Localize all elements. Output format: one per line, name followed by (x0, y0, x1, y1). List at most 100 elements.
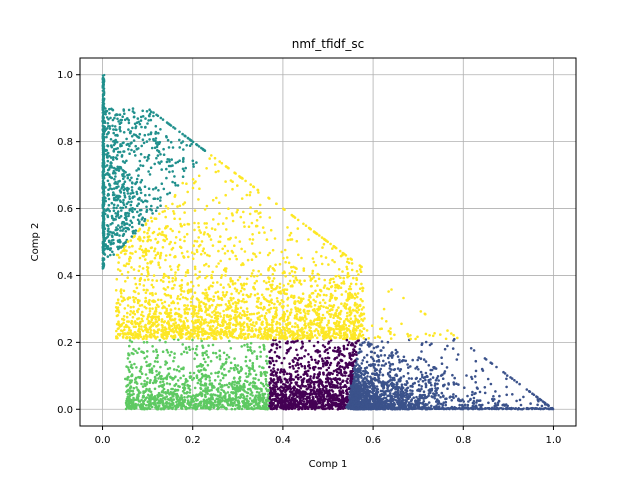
scatter-point (199, 337, 203, 341)
scatter-point (411, 358, 415, 362)
scatter-point (231, 404, 235, 408)
scatter-point (417, 368, 420, 371)
scatter-point (384, 362, 388, 366)
scatter-point (260, 293, 264, 297)
scatter-point (259, 371, 263, 374)
scatter-point (170, 248, 174, 251)
scatter-point (245, 193, 249, 197)
scatter-point (244, 355, 248, 359)
scatter-point (170, 334, 173, 338)
scatter-point (189, 300, 193, 304)
scatter-point (327, 321, 330, 325)
scatter-point (171, 146, 175, 149)
scatter-point (242, 210, 245, 214)
scatter-point (324, 380, 328, 384)
scatter-point (255, 219, 259, 222)
scatter-point (168, 354, 172, 357)
scatter-point (184, 296, 187, 300)
scatter-point (145, 265, 149, 269)
scatter-point (231, 282, 235, 285)
scatter-point (147, 302, 150, 305)
scatter-point (119, 229, 122, 232)
scatter-point (159, 196, 162, 199)
scatter-point (292, 279, 296, 283)
scatter-point (139, 245, 143, 248)
scatter-point (207, 355, 210, 359)
scatter-point (378, 380, 382, 384)
scatter-point (296, 361, 299, 365)
scatter-point (216, 390, 220, 393)
scatter-point (288, 279, 292, 283)
scatter-point (160, 320, 164, 323)
scatter-point (195, 376, 199, 380)
scatter-point (288, 234, 292, 237)
scatter-point (389, 327, 392, 330)
scatter-point (204, 303, 208, 306)
scatter-point (321, 384, 325, 388)
scatter-point (167, 293, 170, 297)
scatter-point (228, 285, 232, 289)
scatter-point (174, 321, 177, 325)
scatter-point (265, 402, 268, 406)
scatter-point (147, 170, 150, 173)
scatter-point (165, 309, 168, 313)
scatter-point (545, 403, 549, 406)
scatter-point (130, 221, 134, 224)
scatter-point (262, 305, 266, 309)
scatter-point (183, 382, 186, 386)
scatter-point (202, 301, 205, 305)
scatter-point (296, 373, 300, 377)
scatter-point (325, 323, 329, 327)
scatter-point (309, 391, 313, 395)
scatter-point (122, 203, 126, 206)
scatter-point (296, 370, 299, 373)
scatter-point (503, 372, 507, 375)
scatter-point (342, 282, 346, 285)
scatter-point (130, 189, 134, 192)
scatter-point (173, 181, 177, 185)
scatter-point (146, 249, 150, 253)
scatter-point (242, 395, 246, 398)
scatter-point (120, 292, 123, 295)
scatter-point (116, 117, 119, 121)
scatter-point (235, 320, 238, 324)
scatter-point (435, 391, 438, 395)
scatter-point (144, 404, 148, 407)
scatter-point (159, 128, 162, 131)
scatter-point (134, 232, 137, 235)
scatter-point (332, 314, 336, 317)
scatter-point (150, 209, 153, 212)
scatter-point (176, 297, 179, 300)
scatter-point (126, 142, 130, 146)
scatter-point (183, 396, 186, 399)
scatter-point (328, 377, 332, 380)
scatter-point (340, 282, 344, 285)
scatter-point (233, 310, 237, 313)
scatter-point (242, 382, 246, 386)
scatter-point (144, 373, 148, 376)
scatter-point (218, 212, 221, 215)
scatter-point (365, 395, 369, 399)
scatter-point (334, 312, 338, 315)
scatter-point (471, 390, 474, 394)
scatter-point (329, 292, 333, 296)
scatter-point (361, 289, 364, 293)
scatter-point (269, 369, 273, 372)
scatter-point (211, 334, 214, 338)
scatter-point (271, 326, 274, 330)
scatter-point (346, 271, 350, 275)
scatter-point (129, 365, 133, 369)
scatter-point (179, 376, 182, 380)
scatter-point (135, 286, 139, 290)
scatter-point (194, 319, 197, 322)
scatter-point (321, 364, 325, 368)
scatter-point (136, 317, 139, 321)
scatter-point (224, 395, 227, 399)
scatter-point (119, 251, 123, 254)
scatter-point (234, 172, 237, 175)
scatter-point (439, 395, 442, 399)
scatter-point (252, 286, 255, 290)
scatter-point (271, 279, 275, 283)
scatter-point (389, 337, 393, 340)
scatter-point (182, 203, 185, 206)
